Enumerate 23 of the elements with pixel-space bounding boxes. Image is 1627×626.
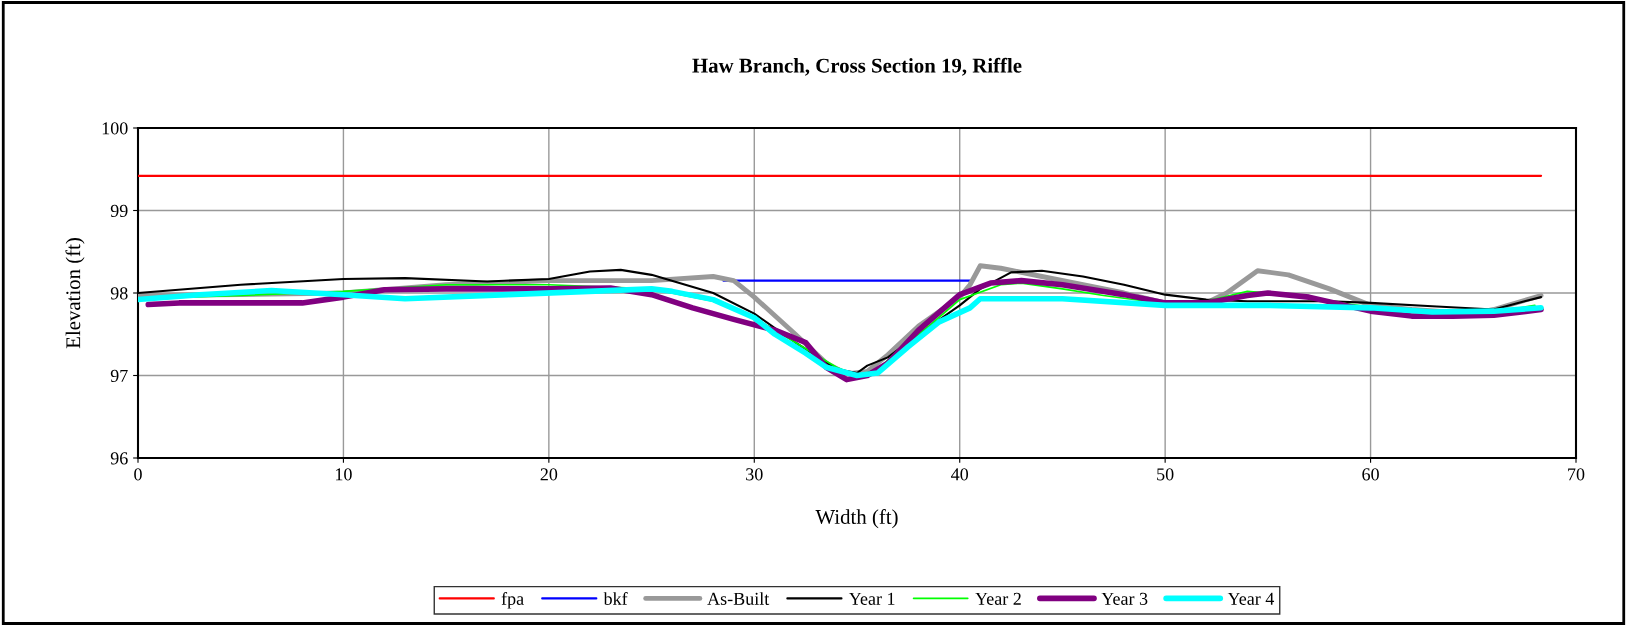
legend-label: Year 3 — [1101, 592, 1148, 605]
legend-label: Year 4 — [1227, 592, 1275, 605]
x-tick-label: 30 — [746, 468, 763, 481]
legend-label: Year 1 — [848, 592, 895, 605]
y-tick-label: 100 — [102, 122, 128, 135]
y-axis-title: Elevation (ft) — [65, 238, 85, 349]
x-tick-label: 70 — [1568, 468, 1585, 481]
chart-title: Haw Branch, Cross Section 19, Riffle — [692, 57, 1022, 76]
x-tick-label: 40 — [951, 468, 969, 481]
legend-label: fpa — [501, 592, 524, 609]
x-tick-label: 0 — [134, 468, 142, 481]
legend-label: Year 2 — [975, 592, 1021, 605]
x-tick-label: 60 — [1362, 468, 1379, 481]
y-tick-label: 97 — [110, 369, 128, 382]
legend-label: bkf — [603, 592, 628, 605]
x-axis-title: Width (ft) — [815, 509, 898, 529]
x-tick-label: 20 — [540, 468, 558, 481]
y-tick-label: 98 — [110, 287, 128, 300]
x-tick-label: 50 — [1157, 468, 1174, 481]
y-tick-label: 96 — [110, 452, 128, 465]
legend-label: As-Built — [707, 592, 770, 605]
y-tick-label: 99 — [110, 204, 128, 217]
x-tick-label: 10 — [335, 468, 352, 481]
